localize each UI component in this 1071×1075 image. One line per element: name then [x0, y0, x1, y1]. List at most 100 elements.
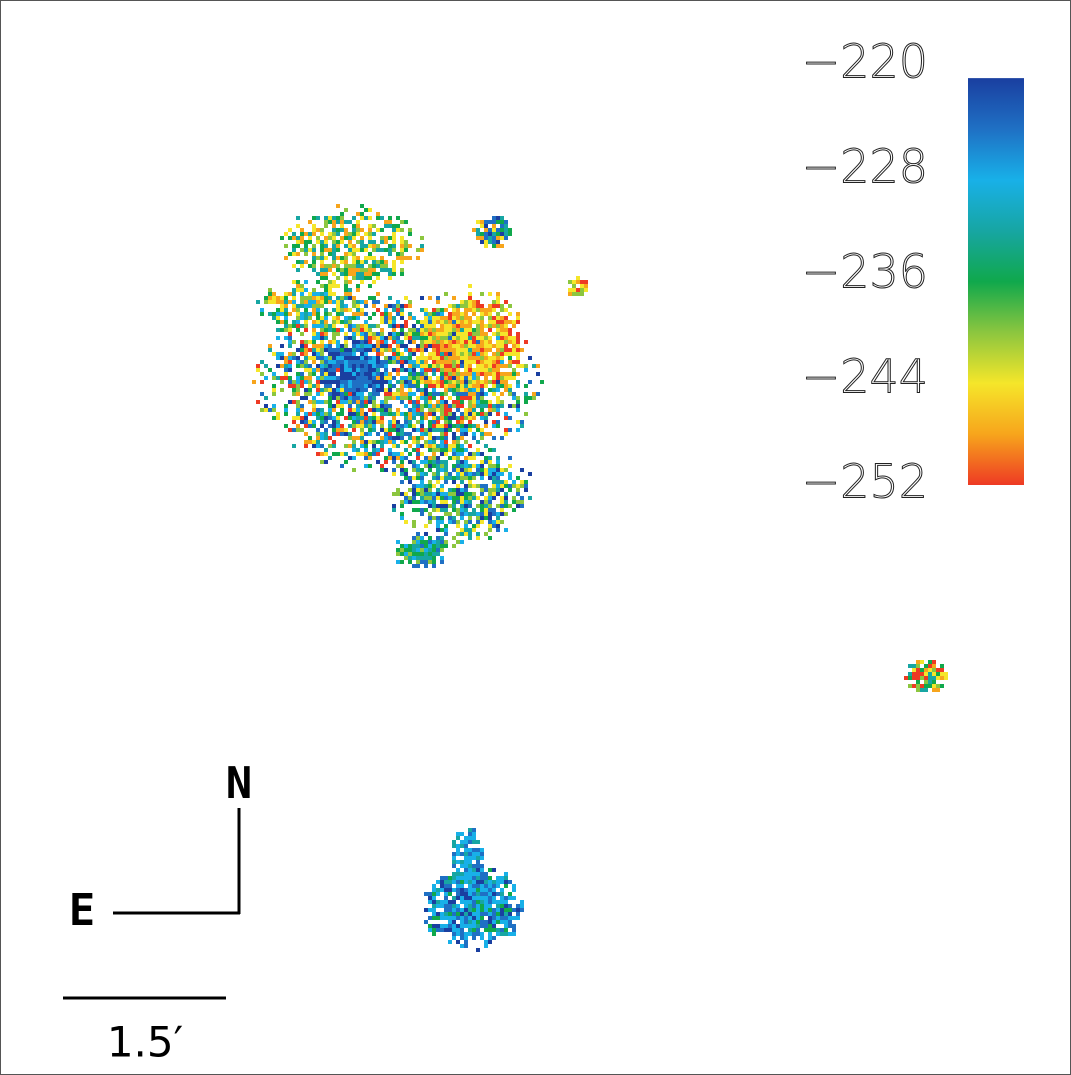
velocity-pixel: [348, 360, 352, 364]
velocity-pixel: [412, 384, 416, 388]
velocity-pixel: [388, 388, 392, 392]
velocity-pixel: [280, 388, 284, 392]
velocity-pixel: [368, 256, 372, 260]
velocity-pixel: [336, 364, 340, 368]
velocity-pixel: [356, 316, 360, 320]
velocity-pixel: [476, 440, 480, 444]
velocity-pixel: [468, 428, 472, 432]
velocity-pixel: [336, 412, 340, 416]
velocity-pixel: [316, 308, 320, 312]
velocity-pixel: [372, 300, 376, 304]
velocity-pixel: [476, 520, 480, 524]
velocity-pixel: [300, 316, 304, 320]
velocity-pixel: [424, 348, 428, 352]
velocity-pixel: [448, 360, 452, 364]
velocity-pixel: [292, 340, 296, 344]
velocity-pixel: [444, 452, 448, 456]
velocity-pixel: [360, 388, 364, 392]
velocity-pixel: [532, 392, 536, 396]
velocity-pixel: [352, 384, 356, 388]
velocity-pixel: [328, 404, 332, 408]
velocity-pixel: [396, 304, 400, 308]
velocity-pixel: [328, 328, 332, 332]
velocity-pixel: [484, 460, 488, 464]
velocity-pixel: [452, 388, 456, 392]
velocity-pixel: [420, 480, 424, 484]
velocity-pixel: [472, 396, 476, 400]
velocity-pixel: [328, 280, 332, 284]
velocity-pixel: [472, 300, 476, 304]
velocity-pixel: [452, 544, 456, 548]
velocity-pixel: [316, 388, 320, 392]
velocity-pixel: [504, 492, 508, 496]
velocity-pixel: [340, 364, 344, 368]
velocity-pixel: [484, 220, 488, 224]
velocity-pixel: [436, 360, 440, 364]
velocity-pixel: [296, 280, 300, 284]
velocity-pixel: [496, 300, 500, 304]
velocity-pixel: [304, 252, 308, 256]
velocity-pixel: [352, 264, 356, 268]
velocity-pixel: [528, 380, 532, 384]
velocity-pixel: [260, 372, 264, 376]
velocity-pixel: [364, 452, 368, 456]
velocity-pixel: [328, 324, 332, 328]
velocity-pixel: [324, 220, 328, 224]
velocity-pixel: [396, 344, 400, 348]
velocity-pixel: [332, 240, 336, 244]
velocity-pixel: [340, 412, 344, 416]
velocity-pixel: [420, 356, 424, 360]
velocity-pixel: [348, 348, 352, 352]
velocity-pixel: [332, 420, 336, 424]
velocity-pixel: [492, 384, 496, 388]
velocity-pixel: [312, 384, 316, 388]
velocity-pixel: [316, 352, 320, 356]
velocity-pixel: [320, 304, 324, 308]
velocity-pixel: [364, 360, 368, 364]
velocity-pixel: [336, 388, 340, 392]
velocity-pixel: [340, 260, 344, 264]
velocity-pixel: [408, 444, 412, 448]
velocity-pixel: [452, 456, 456, 460]
velocity-pixel: [340, 212, 344, 216]
velocity-pixel: [356, 368, 360, 372]
velocity-pixel: [344, 432, 348, 436]
velocity-pixel: [424, 312, 428, 316]
velocity-pixel: [524, 340, 528, 344]
velocity-pixel: [388, 372, 392, 376]
velocity-pixel: [296, 388, 300, 392]
velocity-pixel: [296, 428, 300, 432]
velocity-pixel: [512, 496, 516, 500]
velocity-pixel: [336, 308, 340, 312]
velocity-pixel: [376, 360, 380, 364]
velocity-pixel: [432, 308, 436, 312]
velocity-pixel: [372, 412, 376, 416]
velocity-pixel: [484, 444, 488, 448]
velocity-pixel: [444, 508, 448, 512]
velocity-pixel: [340, 296, 344, 300]
velocity-pixel: [288, 312, 292, 316]
velocity-pixel: [340, 400, 344, 404]
velocity-pixel: [464, 384, 468, 388]
velocity-pixel: [408, 304, 412, 308]
velocity-pixel: [476, 352, 480, 356]
velocity-pixel: [436, 296, 440, 300]
velocity-pixel: [496, 320, 500, 324]
velocity-pixel: [420, 424, 424, 428]
velocity-pixel: [304, 324, 308, 328]
velocity-pixel: [324, 268, 328, 272]
velocity-pixel: [336, 356, 340, 360]
velocity-pixel: [428, 320, 432, 324]
velocity-pixel: [516, 352, 520, 356]
velocity-pixel: [420, 328, 424, 332]
velocity-pixel: [456, 520, 460, 524]
velocity-pixel: [484, 312, 488, 316]
velocity-pixel: [388, 396, 392, 400]
velocity-pixel: [424, 372, 428, 376]
velocity-pixel: [352, 244, 356, 248]
velocity-pixel: [352, 312, 356, 316]
velocity-pixel: [420, 320, 424, 324]
velocity-pixel: [320, 444, 324, 448]
velocity-pixel: [492, 424, 496, 428]
velocity-pixel: [376, 388, 380, 392]
